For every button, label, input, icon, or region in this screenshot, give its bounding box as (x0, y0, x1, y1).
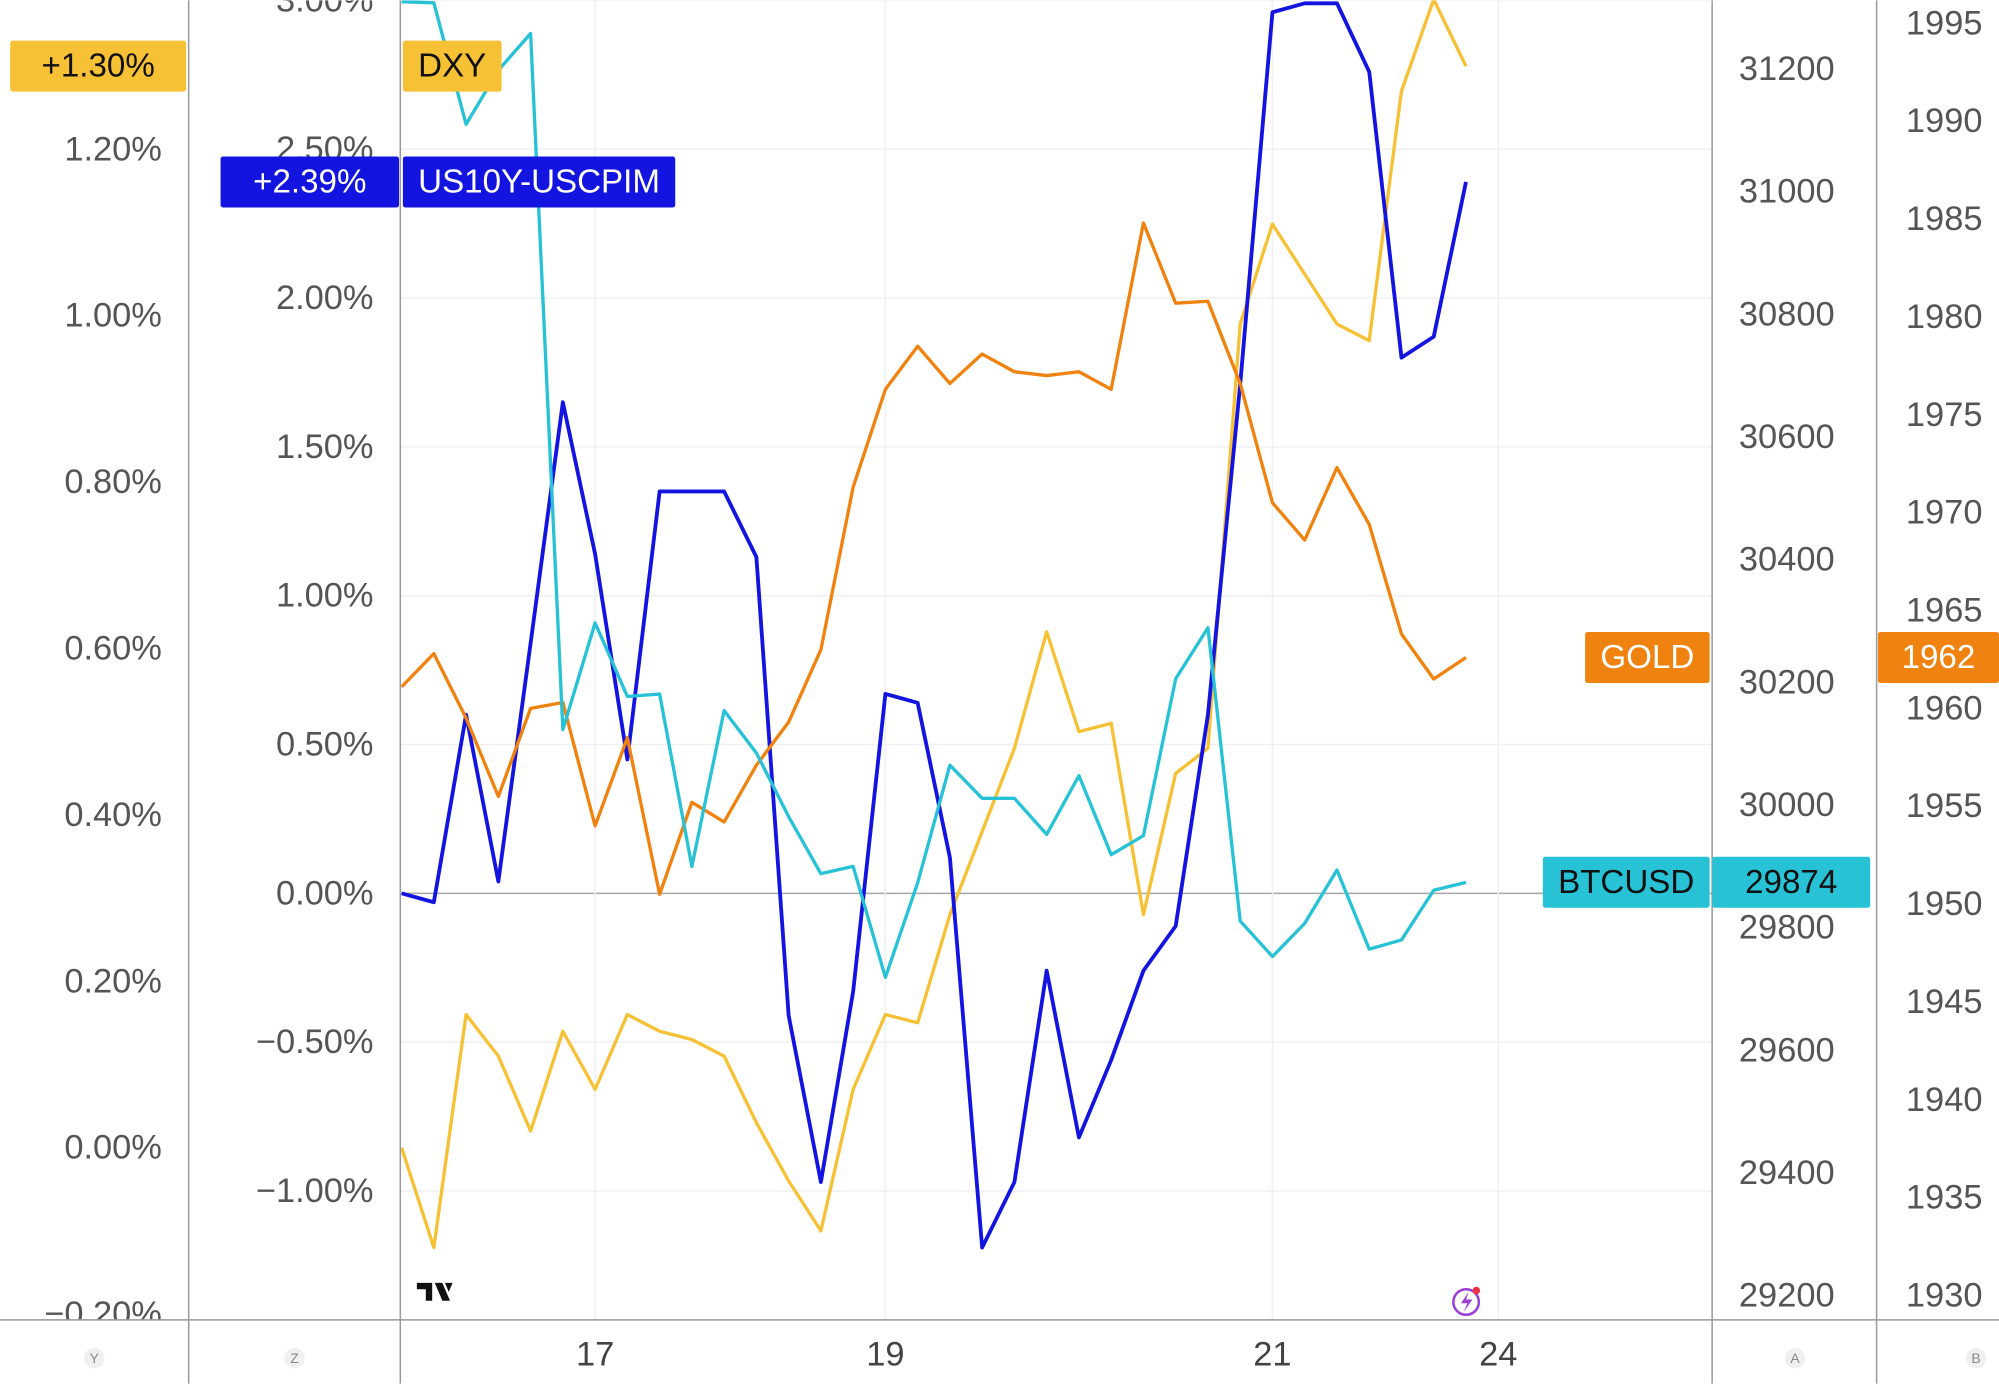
b-tick-label: 1950 (1906, 885, 1983, 923)
axis-badge (284, 1347, 305, 1369)
y-tick-label: 1.20% (64, 130, 162, 168)
x-tick-label: 19 (866, 1335, 904, 1373)
a-tick-label: 30800 (1739, 295, 1835, 333)
y-tick-label: 0.20% (64, 962, 162, 1000)
tag-text: BTCUSD (1558, 864, 1694, 901)
logo (416, 1282, 453, 1301)
z-tick-label: 1.00% (276, 577, 374, 615)
tag-text: 1962 (1902, 639, 1976, 676)
a-tick-label: 29200 (1739, 1277, 1835, 1315)
y-tick-label: 0.40% (64, 796, 162, 834)
tag-bg (10, 40, 187, 92)
tag-bg (1542, 856, 1710, 908)
z-tick-label: 2.00% (276, 279, 374, 317)
y-tick-label: 1.00% (64, 297, 162, 335)
flash-icon (1452, 1286, 1481, 1317)
axis-letter: B (1971, 1350, 1980, 1366)
z-tick-label: −0.50% (256, 1023, 374, 1061)
b-tick-label: 1960 (1906, 689, 1983, 727)
z-tick-label: 1.50% (276, 428, 374, 466)
axis-letter: Y (90, 1350, 100, 1366)
a-tick-label: 30200 (1739, 663, 1835, 701)
z-tick-label: 0.00% (276, 874, 374, 912)
tag-bg (1877, 631, 1999, 683)
b-tick-label: 1965 (1906, 592, 1983, 630)
a-tick-label: 31000 (1739, 173, 1835, 211)
b-tick-label: 1980 (1906, 298, 1983, 336)
grid (400, 0, 1713, 1320)
a-tick-label: 29400 (1739, 1154, 1835, 1192)
tag-bg (402, 40, 502, 92)
a-tick-label: 31200 (1739, 50, 1835, 88)
b-tick-label: 1970 (1906, 494, 1983, 532)
axis-letter: A (1790, 1350, 1800, 1366)
x-tick-label: 17 (576, 1335, 614, 1373)
tag-text: +2.39% (253, 163, 366, 200)
tags: +1.30% DXY +2.39% US10Y-USCPIM 1962 GOLD 29874… (10, 40, 1999, 908)
a-tick-label: 30600 (1739, 418, 1835, 456)
a-tick-label: 30000 (1739, 786, 1835, 824)
b-tick-label: 1945 (1906, 983, 1983, 1021)
tag-bg (1585, 631, 1710, 683)
series-line (401, 0, 1467, 979)
a-tick-label: 30400 (1739, 541, 1835, 579)
tag-bg (1712, 856, 1871, 908)
series-line (400, 221, 1467, 896)
a-tick-label: 29600 (1739, 1031, 1835, 1069)
series-lines (400, 0, 1468, 1250)
y-tick-label: −0.20% (44, 1295, 162, 1333)
axis-badge (1965, 1347, 1987, 1369)
b-tick-label: 1990 (1906, 102, 1983, 140)
b-tick-label: 1935 (1906, 1179, 1983, 1217)
x-axis: 17 19 21 24 Y Z A B (84, 1335, 1987, 1373)
tag-bg (220, 156, 400, 208)
axis-badge (1784, 1347, 1806, 1369)
series-line (401, 1, 1468, 1250)
b-tick-label: 1940 (1906, 1081, 1983, 1119)
tag-text: 29874 (1745, 864, 1837, 901)
axis-badge (84, 1347, 105, 1369)
tag-text: US10Y-USCPIM (418, 163, 660, 200)
b-tick-label: 1995 (1906, 4, 1983, 42)
y-tick-label: 0.80% (64, 463, 162, 501)
y-tick-label: 0.00% (64, 1129, 162, 1167)
a-tick-label: 29800 (1739, 909, 1835, 947)
tag-text: GOLD (1600, 639, 1694, 676)
tag-text: +1.30% (42, 48, 155, 85)
z-tick-label: 0.50% (276, 726, 374, 764)
a-axis: 29200 29400 29600 29800 30000 30200 30400 30600… (1739, 50, 1835, 1315)
x-tick-label: 21 (1253, 1335, 1291, 1373)
z-tick-label: −1.00% (256, 1172, 374, 1210)
b-tick-label: 1930 (1906, 1277, 1983, 1315)
y-tick-label: 0.60% (64, 629, 162, 667)
tag-bg (402, 156, 676, 208)
axis-letter: Z (290, 1350, 299, 1366)
b-tick-label: 1955 (1906, 787, 1983, 825)
z-tick-label: 3.00% (276, 0, 374, 19)
b-tick-label: 1985 (1906, 200, 1983, 238)
series-line (400, 0, 1468, 1250)
y-axis: −0.20% 0.00% 0.20% 0.40% 0.60% 0.80% 1.00% 1.20… (44, 130, 162, 1333)
tag-text: DXY (418, 48, 486, 85)
x-tick-label: 24 (1479, 1335, 1517, 1373)
b-axis: 1930 1935 1940 1945 1950 1955 1960 1965 1970 1975… (1906, 4, 1983, 1314)
b-tick-label: 1975 (1906, 396, 1983, 434)
